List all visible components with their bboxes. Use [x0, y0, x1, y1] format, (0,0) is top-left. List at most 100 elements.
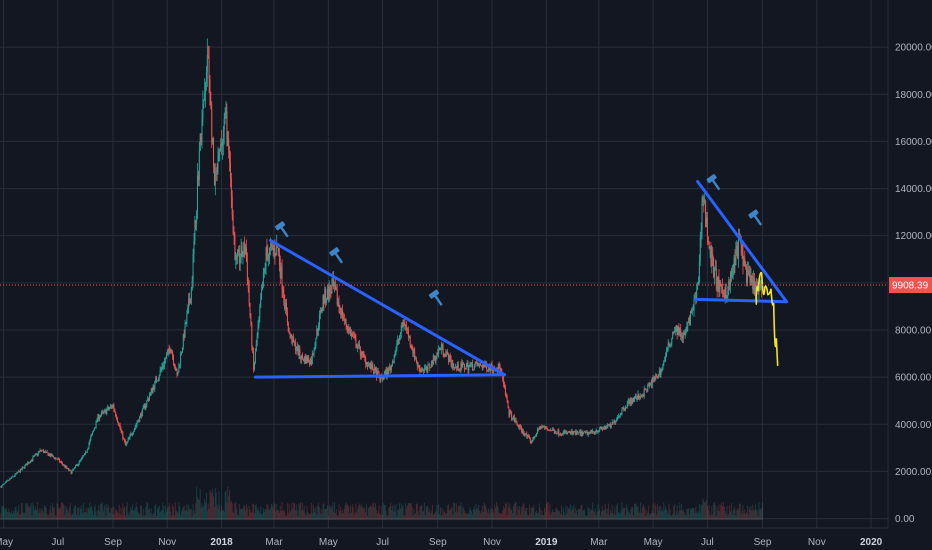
candle-body — [41, 450, 43, 452]
candle-body — [581, 431, 583, 436]
volume-bar — [585, 515, 587, 520]
volume-bar — [97, 510, 99, 520]
candle-body — [417, 365, 419, 367]
candle-body — [570, 431, 572, 434]
candle-body — [322, 295, 324, 308]
candle-body — [197, 175, 199, 180]
volume-bar — [26, 503, 28, 520]
y-tick-label: 18000.00 — [895, 90, 932, 101]
time-axis[interactable]: MayJulSepNov2018MarMayJulSepNov2019MarMa… — [0, 537, 883, 548]
volume-bar — [318, 502, 320, 520]
candle-body — [36, 453, 38, 455]
candle-body — [677, 326, 679, 335]
volume-bar — [1, 505, 3, 520]
volume-bar — [655, 505, 657, 520]
candle-body — [678, 326, 680, 334]
volume-bar — [426, 506, 428, 520]
candle-body — [527, 435, 529, 437]
candle-body — [157, 378, 159, 381]
y-tick-label: 6000.00 — [895, 373, 932, 384]
volume-bar — [43, 512, 45, 520]
volume-bar — [351, 504, 353, 520]
volume-bar — [95, 511, 97, 520]
volume-bar — [148, 508, 150, 520]
candle-body — [304, 357, 306, 364]
volume-bar — [500, 512, 502, 520]
candle-body — [713, 258, 715, 277]
volume-bar — [143, 515, 145, 520]
volume-bar — [649, 513, 651, 520]
candle-body — [25, 463, 27, 466]
volume-bar — [466, 513, 468, 520]
volume-bar — [761, 507, 763, 520]
volume-bar — [595, 514, 597, 520]
volume-bar — [0, 513, 2, 520]
candle-body — [84, 452, 86, 454]
candle-body — [627, 400, 629, 404]
candle-body — [84, 453, 86, 456]
candle-body — [588, 431, 590, 433]
candle-body — [116, 419, 118, 422]
candle-body — [244, 242, 246, 254]
volume-bar — [246, 507, 248, 520]
candle-body — [451, 363, 453, 365]
candle-body — [340, 309, 342, 316]
volume-bar — [660, 511, 662, 520]
candle-body — [535, 435, 537, 437]
volume-bar — [260, 506, 262, 520]
candle-body — [44, 451, 46, 453]
volume-bar — [697, 513, 699, 520]
volume-bar — [600, 515, 602, 520]
candle-body — [267, 254, 269, 261]
volume-bar — [503, 506, 505, 520]
candle-body — [11, 476, 13, 478]
candle-body — [550, 430, 552, 432]
volume-bar — [19, 513, 21, 520]
candle-body — [123, 438, 125, 440]
candle-body — [504, 387, 506, 395]
volume-bar — [698, 504, 700, 520]
volume-bar — [638, 512, 640, 520]
candle-body — [705, 201, 707, 227]
candle-body — [360, 355, 362, 356]
volume-bar — [152, 513, 154, 520]
candle-body — [358, 344, 360, 347]
candle-body — [237, 250, 239, 252]
candle-body — [14, 473, 16, 476]
candle-body — [151, 389, 153, 393]
volume-bar — [533, 504, 535, 520]
volume-bar — [353, 514, 355, 520]
candle-body — [437, 352, 439, 354]
candle-body — [553, 430, 555, 434]
volume-bar — [431, 511, 433, 520]
volume-bar — [135, 502, 137, 520]
volume-bar — [218, 491, 220, 520]
candle-body — [747, 270, 749, 272]
candle-body — [203, 100, 205, 105]
volume-bar — [430, 513, 432, 520]
volume-bar — [131, 509, 133, 520]
volume-bar — [117, 513, 119, 520]
volume-bar — [83, 502, 85, 520]
candle-body — [389, 367, 391, 368]
candle-body — [281, 266, 283, 290]
volume-bar — [493, 513, 495, 520]
candle-body — [253, 362, 255, 370]
volume-bar — [284, 512, 286, 520]
candle-body — [513, 416, 515, 422]
volume-bar — [485, 506, 487, 520]
candles — [0, 38, 764, 488]
candle-body — [456, 363, 458, 369]
volume-bar — [483, 502, 485, 520]
candle-body — [458, 370, 460, 372]
volume-bar — [701, 505, 703, 520]
volume-bar — [13, 512, 15, 520]
volume-bar — [728, 513, 730, 520]
volume-bar — [651, 510, 653, 520]
volume-bar — [380, 514, 382, 520]
volume-bar — [268, 508, 270, 520]
volume-bar — [89, 502, 91, 520]
volume-bar — [160, 510, 162, 520]
volume-bar — [751, 510, 753, 520]
